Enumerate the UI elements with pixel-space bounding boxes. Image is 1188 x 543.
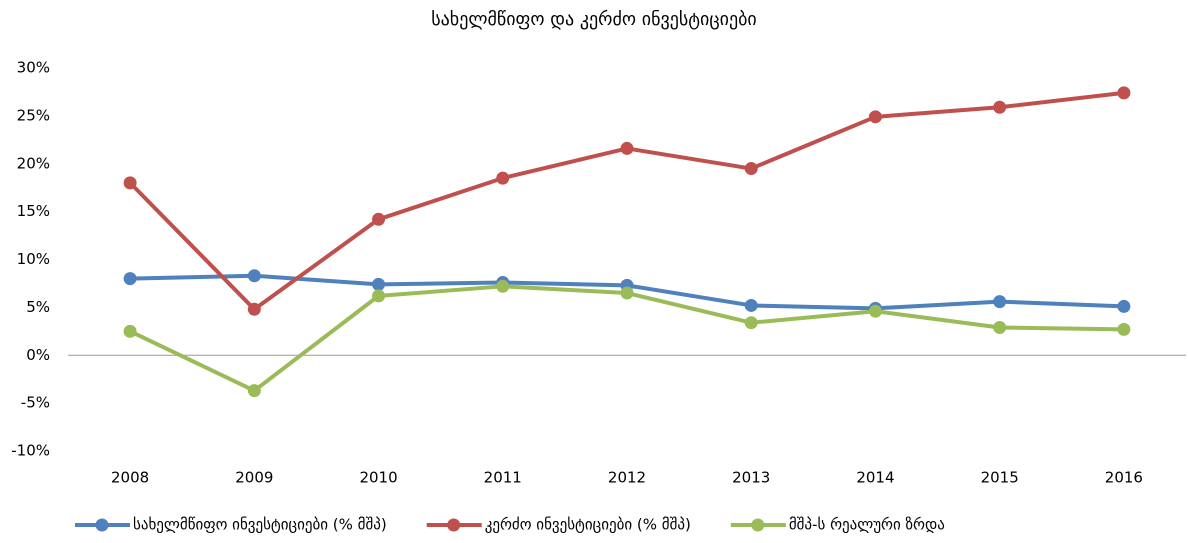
legend-marker bbox=[751, 518, 765, 532]
data-point bbox=[372, 289, 386, 303]
data-point bbox=[744, 298, 758, 312]
y-tick-label: 5% bbox=[26, 298, 50, 316]
data-point bbox=[993, 295, 1007, 309]
y-tick-label: -10% bbox=[11, 442, 50, 460]
y-tick-label: 30% bbox=[17, 59, 50, 77]
data-point bbox=[868, 110, 882, 124]
legend-label: მშპ-ს რეალური ზრდა bbox=[789, 516, 945, 534]
data-point bbox=[744, 162, 758, 176]
data-point bbox=[372, 277, 386, 291]
y-tick-label: 20% bbox=[17, 154, 50, 172]
legend-label: კერძო ინვესტიციები (% მშპ) bbox=[485, 516, 691, 534]
legend-label: სახელმწიფო ინვესტიციები (% მშპ) bbox=[133, 516, 387, 534]
data-point bbox=[247, 269, 261, 283]
data-point bbox=[123, 324, 137, 338]
x-tick-label: 2013 bbox=[732, 469, 770, 487]
x-tick-label: 2010 bbox=[359, 469, 397, 487]
data-point bbox=[123, 272, 137, 286]
y-tick-label: 25% bbox=[17, 106, 50, 124]
y-tick-label: -5% bbox=[21, 394, 50, 412]
data-point bbox=[993, 320, 1007, 334]
x-tick-label: 2015 bbox=[981, 469, 1019, 487]
data-point bbox=[372, 212, 386, 226]
x-tick-label: 2012 bbox=[608, 469, 646, 487]
chart-title: სახელმწიფო და კერძო ინვესტიციები bbox=[431, 9, 757, 30]
y-tick-label: 10% bbox=[17, 250, 50, 268]
data-point bbox=[123, 176, 137, 190]
data-point bbox=[993, 100, 1007, 114]
data-point bbox=[620, 141, 634, 155]
y-tick-label: 0% bbox=[26, 346, 50, 364]
data-point bbox=[247, 302, 261, 316]
data-point bbox=[247, 384, 261, 398]
data-point bbox=[620, 286, 634, 300]
x-tick-label: 2008 bbox=[111, 469, 149, 487]
data-point bbox=[744, 316, 758, 330]
data-point bbox=[1117, 299, 1131, 313]
y-tick-label: 15% bbox=[17, 202, 50, 220]
x-tick-label: 2009 bbox=[235, 469, 273, 487]
x-tick-label: 2011 bbox=[484, 469, 522, 487]
x-tick-label: 2016 bbox=[1105, 469, 1143, 487]
legend-marker bbox=[95, 518, 109, 532]
data-point bbox=[868, 304, 882, 318]
data-point bbox=[496, 171, 510, 185]
data-point bbox=[1117, 322, 1131, 336]
data-point bbox=[1117, 86, 1131, 100]
x-tick-label: 2014 bbox=[856, 469, 894, 487]
legend-marker bbox=[447, 518, 461, 532]
data-point bbox=[496, 279, 510, 293]
